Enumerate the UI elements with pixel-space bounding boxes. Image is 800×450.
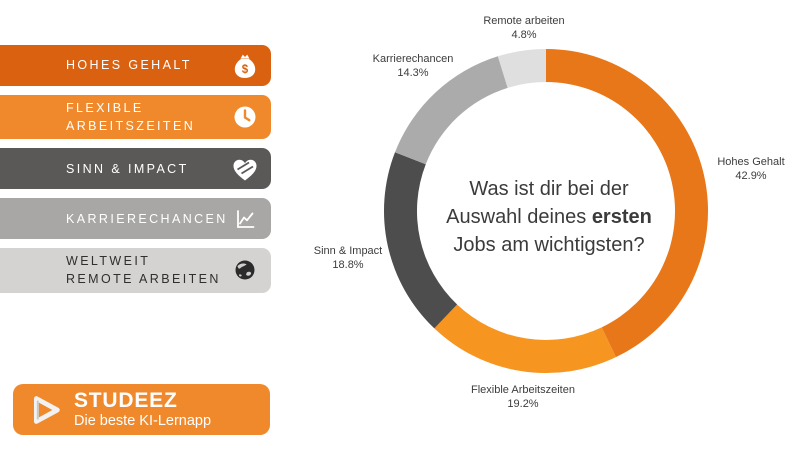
sidebar-item-hohes-gehalt: HOHES GEHALT $ — [0, 45, 271, 86]
donut-slice-hohes-gehalt — [546, 49, 709, 358]
donut-slice-remote-arbeiten — [497, 49, 546, 88]
slice-label-flexible-arbeitszeiten: Flexible Arbeitszeiten 19.2% — [471, 384, 575, 410]
benefits-sidebar: HOHES GEHALT $ FLEXIBLE ARBEITSZEITEN SI… — [0, 45, 271, 293]
slice-label-karrierechancen: Karrierechancen 14.3% — [372, 53, 454, 79]
slice-label-sinn-impact: Sinn & Impact 18.8% — [313, 245, 383, 271]
donut-slice-sinn-impact — [383, 152, 458, 329]
sidebar-item-label: KARRIERECHANCEN — [66, 211, 228, 226]
sidebar-item-karrierechancen: KARRIERECHANCEN — [0, 198, 271, 240]
sidebar-item-weltweit-remote-arbeiten: WELTWEIT REMOTE ARBEITEN — [0, 248, 271, 293]
question-line-3: Jobs am wichtigsten? — [453, 234, 645, 256]
sidebar-item-label: HOHES GEHALT — [66, 58, 192, 73]
sidebar-item-label: FLEXIBLE ARBEITSZEITEN — [66, 101, 196, 134]
sidebar-item-sinn-impact: SINN & IMPACT — [0, 148, 271, 190]
question-emphasis: ersten — [591, 206, 652, 228]
sidebar-item-label: SINN & IMPACT — [66, 161, 189, 176]
sidebar-item-flexible-arbeitszeiten: FLEXIBLE ARBEITSZEITEN — [0, 95, 271, 140]
logo-tagline: Die beste KI-Lernapp — [74, 412, 212, 429]
donut-slice-karrierechancen — [395, 56, 508, 165]
donut-chart — [383, 49, 709, 374]
logo-name: STUDEEZ — [74, 389, 178, 413]
heart-hands-icon — [230, 154, 260, 184]
sidebar-item-label: WELTWEIT REMOTE ARBEITEN — [66, 254, 221, 287]
studeez-logo-plate: STUDEEZ Die beste KI-Lernapp — [13, 384, 270, 435]
line-chart-icon — [230, 204, 260, 234]
globe-icon — [230, 255, 260, 285]
question-line-1: Was ist dir bei der — [469, 178, 629, 200]
clock-icon — [230, 102, 260, 132]
svg-text:$: $ — [242, 63, 249, 75]
question-line-2: Auswahl deines ersten — [446, 206, 652, 228]
logo-text-block: STUDEEZ Die beste KI-Lernapp — [74, 389, 211, 429]
chart-center-question: Was ist dir bei der Auswahl deines erste… — [384, 175, 714, 259]
slice-label-hohes-gehalt: Hohes Gehalt 42.9% — [717, 156, 785, 182]
money-bag-icon: $ — [230, 51, 260, 81]
play-icon — [33, 395, 60, 424]
donut-slice-flexible-arbeitszeiten — [434, 304, 616, 374]
slice-label-remote-arbeiten: Remote arbeiten 4.8% — [483, 15, 565, 41]
